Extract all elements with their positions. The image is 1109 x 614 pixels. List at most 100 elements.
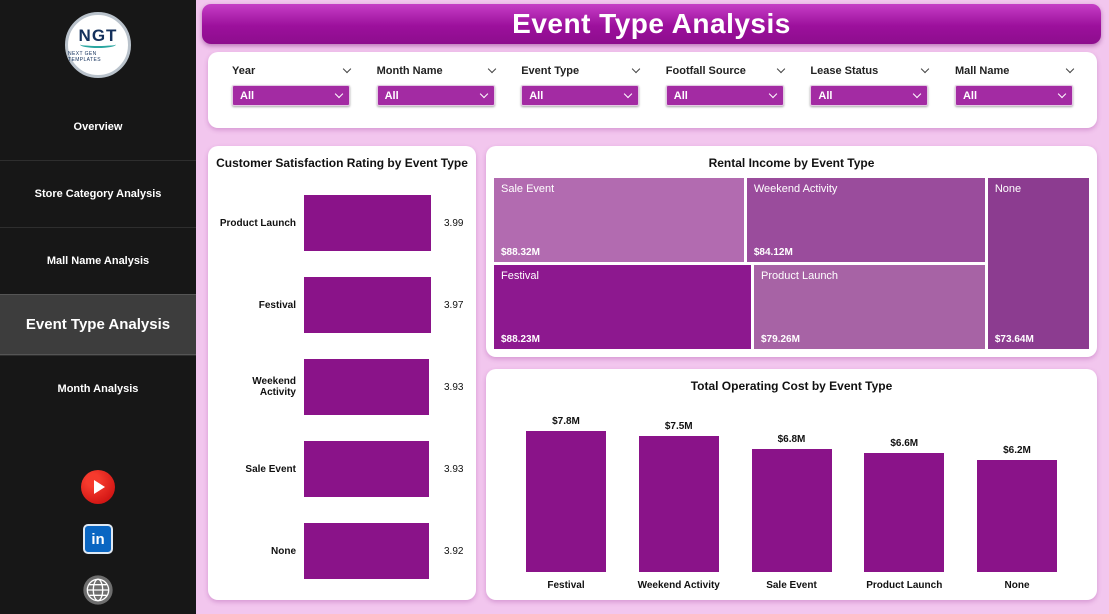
value-label: 3.99 bbox=[444, 217, 464, 229]
filter-dropdown[interactable]: All bbox=[665, 85, 784, 106]
globe-icon bbox=[83, 575, 113, 605]
sidebar-item-month-analysis[interactable]: Month Analysis bbox=[0, 355, 196, 422]
chevron-down-icon bbox=[913, 89, 922, 98]
treemap-row: Festival $88.23M Product Launch $79.26M bbox=[494, 265, 985, 349]
bar-column-product-launch: $6.6M Product Launch bbox=[852, 438, 956, 592]
filter-label: Year bbox=[232, 65, 256, 77]
website-icon[interactable] bbox=[82, 574, 114, 606]
chevron-down-icon bbox=[479, 89, 488, 98]
card-satisfaction-chart: Customer Satisfaction Rating by Event Ty… bbox=[208, 146, 476, 600]
bar[interactable] bbox=[526, 431, 606, 572]
filter-selected-value: All bbox=[673, 89, 688, 102]
category-label: Weekend Activity bbox=[252, 376, 296, 398]
sidebar-item-event-type-analysis[interactable]: Event Type Analysis bbox=[0, 294, 196, 355]
header-banner: Event Type Analysis bbox=[202, 4, 1101, 44]
card-rental-treemap: Rental Income by Event Type Sale Event $8… bbox=[486, 146, 1097, 357]
filter-dropdown[interactable]: All bbox=[376, 85, 495, 106]
bar-track bbox=[304, 359, 438, 415]
chevron-down-icon[interactable] bbox=[342, 64, 352, 74]
treemap-row: Sale Event $88.32M Weekend Activity $84.12M bbox=[494, 178, 985, 262]
value-label: $7.5M bbox=[664, 421, 693, 432]
chart-title-rental: Rental Income by Event Type bbox=[708, 156, 875, 170]
sidebar-item-overview[interactable]: Overview bbox=[73, 121, 123, 133]
sidebar-item-mall-name-analysis[interactable]: Mall Name Analysis bbox=[0, 227, 196, 294]
filter-dropdown[interactable]: All bbox=[810, 85, 929, 106]
chevron-down-icon bbox=[623, 89, 633, 98]
category-label: None bbox=[1004, 580, 1030, 591]
treemap-cell-value: $73.64M bbox=[994, 334, 1034, 345]
value-label: $6.8M bbox=[777, 434, 806, 445]
bar-row-sale-event: Sale Event 3.93 bbox=[214, 441, 470, 497]
chart-title-cost: Total Operating Cost by Event Type bbox=[690, 379, 893, 393]
linkedin-icon[interactable]: in bbox=[83, 524, 113, 554]
category-label: Festival bbox=[547, 580, 585, 591]
value-label: $7.8M bbox=[552, 416, 580, 427]
chevron-down-icon bbox=[334, 89, 344, 98]
main-content: Event Type Analysis Year All Month Name All… bbox=[196, 0, 1109, 614]
youtube-icon[interactable] bbox=[81, 470, 115, 504]
logo-caption: NEXT GEN TEMPLATES bbox=[68, 51, 101, 63]
filter-header: Event Type bbox=[521, 64, 641, 77]
bar[interactable] bbox=[751, 449, 832, 572]
treemap-cell-value: $84.12M bbox=[753, 247, 793, 258]
category-label: None bbox=[271, 545, 296, 557]
bar-column-sale-event: $6.8M Sale Event bbox=[740, 434, 844, 592]
bar[interactable] bbox=[304, 441, 430, 497]
value-label: 3.93 bbox=[444, 463, 464, 475]
logo-swoosh bbox=[80, 41, 116, 48]
bar-track bbox=[304, 441, 438, 497]
chart-title-satisfaction: Customer Satisfaction Rating by Event Ty… bbox=[216, 156, 468, 170]
chevron-down-icon[interactable] bbox=[631, 64, 641, 74]
treemap-cell-festival[interactable]: Festival $88.23M bbox=[494, 265, 751, 349]
bar-track bbox=[304, 195, 438, 251]
treemap-cell-none[interactable]: None $73.64M bbox=[987, 178, 1089, 349]
bar[interactable] bbox=[638, 436, 719, 572]
filter-year: Year All bbox=[232, 64, 352, 106]
sidebar-item-store-category-analysis[interactable]: Store Category Analysis bbox=[0, 160, 196, 227]
filter-label: Footfall Source bbox=[665, 65, 746, 77]
chevron-down-icon[interactable] bbox=[776, 64, 786, 74]
chevron-down-icon[interactable] bbox=[1065, 64, 1075, 74]
filter-dropdown[interactable]: All bbox=[232, 85, 350, 106]
filter-dropdown[interactable]: All bbox=[521, 85, 640, 106]
bar[interactable] bbox=[304, 195, 432, 251]
filter-selected-value: All bbox=[384, 89, 399, 102]
filter-header: Mall Name bbox=[955, 64, 1075, 77]
logo-area: NGT NEXT GEN TEMPLATES bbox=[0, 0, 196, 78]
treemap-cell-product-launch[interactable]: Product Launch $79.26M bbox=[754, 265, 985, 349]
social-links: in bbox=[0, 470, 196, 606]
chevron-down-icon[interactable] bbox=[487, 64, 496, 74]
treemap-left-region: Sale Event $88.32M Weekend Activity $84.12M… bbox=[494, 178, 985, 349]
treemap-cell-weekend-activity[interactable]: Weekend Activity $84.12M bbox=[746, 178, 985, 262]
bar[interactable] bbox=[977, 460, 1057, 572]
category-label: Festival bbox=[258, 299, 296, 311]
play-icon bbox=[94, 480, 105, 494]
treemap-cell-value: $88.23M bbox=[501, 334, 540, 345]
bar-row-none: None 3.92 bbox=[214, 523, 470, 579]
bar-column-weekend-activity: $7.5M Weekend Activity bbox=[627, 421, 731, 592]
treemap-cell-label: Weekend Activity bbox=[753, 183, 838, 195]
bar-track bbox=[304, 523, 438, 579]
bar[interactable] bbox=[304, 359, 430, 415]
chevron-down-icon[interactable] bbox=[921, 64, 930, 74]
sidebar-nav: Overview Store Category Analysis Mall Name… bbox=[0, 94, 196, 422]
bar[interactable] bbox=[864, 453, 945, 572]
filters-row: Year All Month Name All Event Type All Footfal… bbox=[208, 52, 1097, 106]
treemap-cell-label: None bbox=[994, 183, 1022, 195]
bar-track bbox=[304, 277, 438, 333]
bar[interactable] bbox=[304, 277, 431, 333]
filter-mall-name: Mall Name All bbox=[954, 64, 1075, 106]
filter-event-type: Event Type All bbox=[521, 64, 641, 106]
filter-dropdown[interactable]: All bbox=[954, 85, 1073, 106]
bar[interactable] bbox=[304, 523, 430, 579]
filter-lease-status: Lease Status All bbox=[810, 64, 930, 106]
treemap-cell-sale-event[interactable]: Sale Event $88.32M bbox=[494, 178, 744, 262]
value-label: $6.6M bbox=[890, 438, 919, 449]
value-label: $6.2M bbox=[1003, 445, 1031, 456]
ngt-logo: NGT NEXT GEN TEMPLATES bbox=[65, 12, 131, 78]
category-label: Product Launch bbox=[219, 217, 296, 229]
filter-selected-value: All bbox=[240, 89, 255, 102]
category-label: Sale Event bbox=[766, 580, 817, 591]
treemap-cell-value: $79.26M bbox=[761, 334, 800, 345]
filter-label: Lease Status bbox=[810, 65, 879, 77]
